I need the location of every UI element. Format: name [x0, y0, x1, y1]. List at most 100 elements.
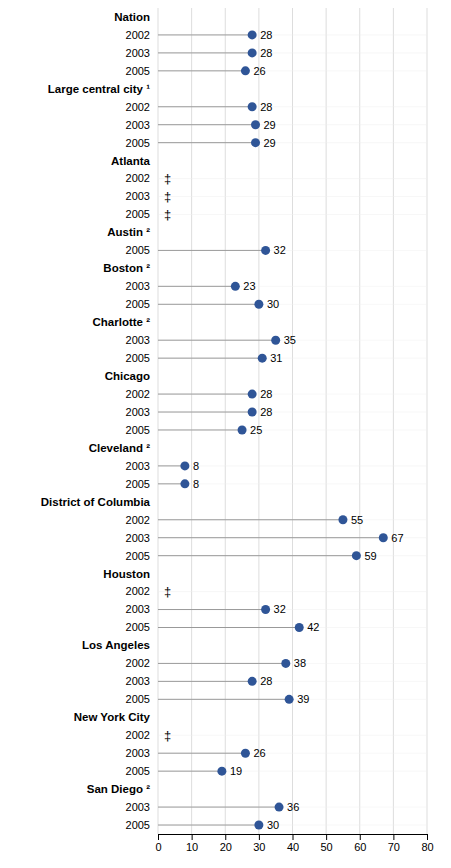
data-label: 28: [260, 406, 272, 418]
grid-line: [158, 8, 159, 834]
dot: [271, 336, 280, 345]
category-label: 2003: [126, 603, 150, 615]
symbol-label: ‡: [164, 171, 171, 186]
dot: [248, 677, 257, 686]
row-separator: [158, 825, 427, 826]
category-label: 2005: [126, 693, 150, 705]
group-label: Atlanta: [111, 155, 151, 167]
x-tick-mark: [427, 834, 428, 840]
data-label: 31: [270, 352, 282, 364]
plot: 282826282929‡‡‡322330353128282588556759‡…: [41, 8, 434, 853]
row-separator: [158, 124, 427, 125]
row-separator: [158, 519, 427, 520]
stem: [158, 70, 245, 71]
row-separator: [158, 286, 427, 287]
dot: [231, 282, 240, 291]
data-label: 28: [260, 388, 272, 400]
data-label: 38: [294, 657, 306, 669]
category-label: 2003: [126, 119, 150, 131]
row-separator: [158, 52, 427, 53]
grid-line: [191, 8, 192, 834]
symbol-label: ‡: [164, 584, 171, 599]
row-separator: [158, 591, 427, 592]
data-label: 8: [193, 478, 199, 490]
category-label: 2003: [126, 334, 150, 346]
stem: [158, 771, 222, 772]
data-label: 67: [391, 532, 403, 544]
category-label: 2003: [126, 280, 150, 292]
dot: [217, 767, 226, 776]
x-tick-label: 60: [354, 841, 366, 853]
data-label: 39: [297, 693, 309, 705]
stem: [158, 340, 276, 341]
data-label: 23: [243, 280, 255, 292]
group-label: Austin ²: [107, 226, 150, 238]
data-label: 25: [250, 424, 262, 436]
category-label: 2005: [126, 819, 150, 831]
dot: [251, 120, 260, 129]
dot: [248, 102, 257, 111]
category-label: 2005: [126, 424, 150, 436]
marks: [158, 30, 388, 829]
x-axis-line: [159, 835, 428, 841]
row-separator: [158, 609, 427, 610]
row-separator: [158, 34, 427, 35]
dot: [261, 246, 270, 255]
row-separator: [158, 394, 427, 395]
category-label: 2002: [126, 101, 150, 113]
grid-line: [258, 8, 259, 834]
dot: [275, 803, 284, 812]
x-tick-mark: [192, 834, 193, 840]
data-label: 42: [307, 621, 319, 633]
category-label: 2003: [126, 47, 150, 59]
row-separator: [158, 70, 427, 71]
group-label: Large central city ¹: [48, 83, 150, 95]
grid-line: [427, 8, 428, 834]
data-label: 28: [260, 675, 272, 687]
group-label: Cleveland ²: [89, 442, 151, 454]
group-label: Houston: [103, 568, 150, 580]
category-label: 2002: [126, 388, 150, 400]
row-separator: [158, 555, 427, 556]
stem: [158, 52, 252, 53]
dot: [338, 515, 347, 524]
dot: [285, 695, 294, 704]
grid: [158, 8, 427, 834]
category-label: 2005: [126, 208, 150, 220]
stem: [158, 753, 245, 754]
category-label: 2005: [126, 244, 150, 256]
category-label: 2005: [126, 65, 150, 77]
x-axis: 01020304050607080: [155, 834, 433, 853]
x-tick-label: 30: [253, 841, 265, 853]
category-label: 2003: [126, 190, 150, 202]
symbol-label: ‡: [164, 728, 171, 743]
data-label: 35: [284, 334, 296, 346]
x-tick-mark: [293, 834, 294, 840]
x-tick-mark: [326, 834, 327, 840]
stem: [158, 106, 252, 107]
row-labels: Nation200220032005Large central city ¹20…: [41, 11, 151, 831]
category-label: 2005: [126, 478, 150, 490]
stem: [158, 286, 235, 287]
data-label: 59: [364, 550, 376, 562]
x-tick-label: 10: [186, 841, 198, 853]
stem: [158, 807, 279, 808]
dot: [379, 533, 388, 542]
data-label: 28: [260, 29, 272, 41]
stem: [158, 34, 252, 35]
group-label: Boston ²: [103, 262, 150, 274]
stem: [158, 412, 252, 413]
data-label: 26: [253, 65, 265, 77]
stem: [158, 663, 286, 664]
dot: [248, 408, 257, 417]
x-tick-label: 70: [388, 841, 400, 853]
row-separator: [158, 106, 427, 107]
category-label: 2003: [126, 747, 150, 759]
stem: [158, 681, 252, 682]
x-tick: 40: [287, 834, 299, 853]
row-separator: [158, 627, 427, 628]
data-label: 28: [260, 101, 272, 113]
grid-line: [225, 8, 226, 834]
x-tick-mark: [158, 834, 159, 840]
data-label: 55: [351, 514, 363, 526]
